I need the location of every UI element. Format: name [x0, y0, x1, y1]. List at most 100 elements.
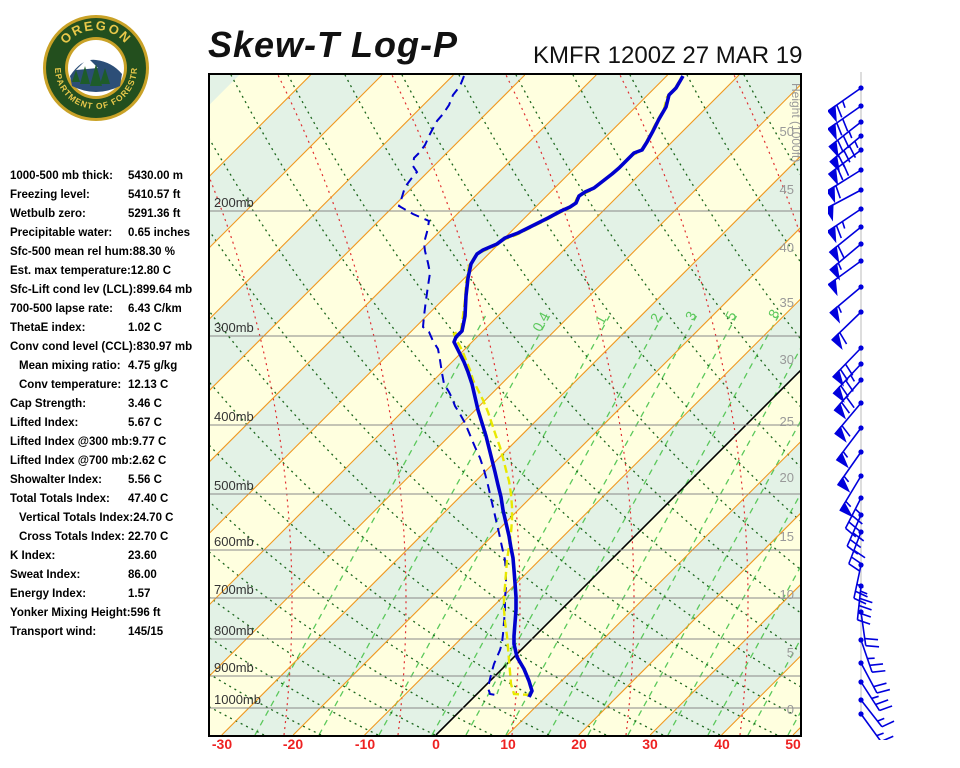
height-label: 20 [780, 470, 794, 485]
mixing-ratio-line [627, 420, 800, 735]
mixing-ratio-line [465, 315, 698, 735]
index-row: Yonker Mixing Height: 596 ft [10, 604, 210, 623]
height-label: 10 [780, 587, 794, 602]
pressure-label: 200mb [214, 195, 254, 210]
wind-barb [858, 637, 886, 673]
temperature-axis: -30 -20 -10 0 10 20 30 40 50 [208, 736, 802, 756]
dry-adiabat-line [230, 75, 800, 688]
height-label: 35 [780, 295, 794, 310]
index-row: Mean mixing ratio: 4.75 g/kg [10, 357, 210, 376]
index-label: Mean mixing ratio: [19, 360, 121, 372]
isotherm-line [210, 75, 454, 320]
index-label: Vertical Totals Index: [19, 512, 134, 524]
wind-barb [846, 512, 865, 555]
wind-barb [858, 711, 894, 740]
pressure-label: 300mb [214, 320, 254, 335]
index-value: 5430.00 m [128, 170, 183, 182]
index-value: 3.46 C [128, 398, 162, 410]
isotherm-line [210, 75, 526, 391]
dry-adiabat-line [210, 311, 721, 735]
pressure-label: 600mb [214, 534, 254, 549]
index-label: ThetaE index: [10, 322, 86, 334]
wind-barb [835, 425, 864, 469]
index-row: Vertical Totals Index: 24.70 C [10, 509, 210, 528]
isotherm-line [292, 227, 800, 735]
index-value: 88.30 % [132, 246, 175, 258]
wind-barb [828, 258, 864, 297]
isotherm-line [507, 441, 800, 735]
mixing-ratio-line [318, 315, 551, 735]
index-label: Conv cond level (CCL): [10, 341, 137, 353]
mixing-ratio-line [547, 315, 780, 735]
index-row: Conv cond level (CCL): 830.97 mb [10, 338, 210, 357]
index-value: 0.65 inches [128, 227, 191, 239]
wind-barb [829, 133, 864, 173]
index-label: Lifted Index: [10, 417, 79, 429]
dry-adiabat-line [210, 230, 778, 735]
index-value: 5.67 C [128, 417, 162, 429]
index-label: Sweat Index: [10, 569, 81, 581]
isotherm-line [210, 75, 740, 605]
index-row: Sweat Index: 86.00 [10, 566, 210, 585]
dry-adiabat-line [210, 138, 800, 719]
mixing-ratio-line [254, 315, 487, 735]
temp-axis-label: 40 [714, 736, 730, 752]
sounding-indices-panel: 1000-500 mb thick: 5430.00 m Freezing leve… [10, 167, 210, 642]
mixing-ratio-line [431, 315, 664, 735]
pressure-label: 700mb [214, 582, 254, 597]
index-label: Conv temperature: [19, 379, 122, 391]
index-label: Energy Index: [10, 588, 87, 600]
index-value: 6.43 C/km [128, 303, 182, 315]
index-row: Lifted Index: 5.67 C [10, 414, 210, 433]
index-row: Transport wind: 145/15 [10, 623, 210, 642]
index-row: Wetbulb zero: 5291.36 ft [10, 205, 210, 224]
mixing-ratio-line [747, 639, 800, 735]
index-value: 830.97 mb [136, 341, 193, 353]
wind-barb-column [828, 72, 895, 740]
wind-barb [828, 147, 864, 186]
index-value: 12.80 C [130, 265, 172, 277]
mixing-ratio-line [505, 315, 738, 735]
height-label: 15 [780, 529, 794, 544]
mixing-ratio-line [667, 493, 800, 735]
isotherm-line [221, 156, 800, 735]
index-value: 4.75 g/kg [128, 360, 178, 372]
wind-barb [858, 609, 880, 648]
background-band [210, 85, 800, 735]
mixing-ratio-line [707, 566, 800, 735]
page-title: Skew-T Log-P [208, 24, 459, 65]
wind-barb [858, 679, 893, 712]
index-label: 700-500 lapse rate: [10, 303, 113, 315]
wind-barb [829, 284, 864, 324]
dewpoint-trace [397, 75, 507, 696]
index-value: 596 ft [130, 607, 161, 619]
height-label: 45 [780, 182, 794, 197]
index-row: Cross Totals Index: 22.70 C [10, 528, 210, 547]
index-value: 5291.36 ft [128, 208, 181, 220]
wind-barb [858, 660, 891, 694]
surface-mixing-segment [496, 633, 517, 695]
wind-barb [828, 85, 864, 123]
logo-trees [72, 64, 110, 86]
wind-barb [832, 361, 864, 403]
wind-barb [828, 167, 864, 204]
index-row: 700-500 lapse rate: 6.43 C/km [10, 300, 210, 319]
index-value: 2.62 C [132, 455, 167, 467]
height-label: 0 [787, 702, 794, 717]
index-label: Sfc-500 mean rel hum: [10, 246, 133, 258]
dry-adiabat-line [401, 75, 800, 570]
index-value: 22.70 C [128, 531, 169, 543]
index-label: Est. max temperature: [10, 265, 131, 277]
wind-barb [828, 103, 864, 141]
index-label: Sfc-Lift cond lev (LCL): [10, 284, 137, 296]
temp-axis-label: 0 [432, 736, 440, 752]
index-label: Showalter Index: [10, 474, 103, 486]
dry-adiabat-line [210, 445, 607, 735]
index-row: Total Totals Index: 47.40 C [10, 490, 210, 509]
index-label: Lifted Index @700 mb: [10, 455, 133, 467]
wind-barb [848, 529, 866, 572]
index-label: Cap Strength: [10, 398, 87, 410]
wind-barb [834, 400, 864, 443]
wind-barb [856, 583, 873, 625]
index-row: Lifted Index @700 mb: 2.62 C [10, 452, 210, 471]
